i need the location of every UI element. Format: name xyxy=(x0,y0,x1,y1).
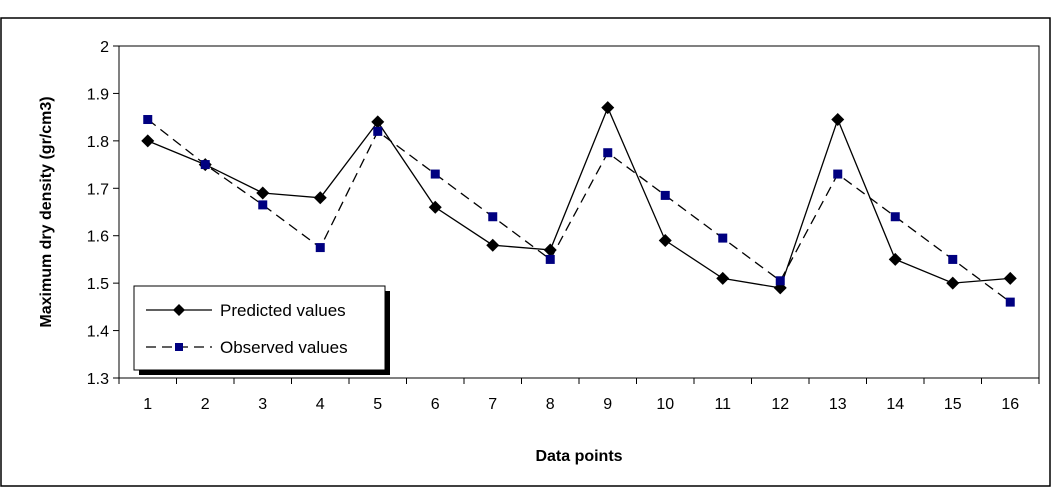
series-line-observed xyxy=(147,118,1011,303)
legend-predicted-label: Predicted values xyxy=(220,301,346,320)
observed-point xyxy=(775,276,785,286)
predicted-point xyxy=(256,186,270,200)
observed-point xyxy=(143,115,153,125)
x-tick-label: 9 xyxy=(603,396,612,413)
predicted-point xyxy=(831,113,845,127)
predicted-point xyxy=(371,115,385,129)
x-tick-label: 12 xyxy=(771,396,789,413)
x-tick-label: 2 xyxy=(201,396,210,413)
predicted-point xyxy=(1003,271,1017,285)
x-tick-label: 15 xyxy=(944,396,962,413)
observed-point xyxy=(948,254,958,264)
x-tick-label: 8 xyxy=(546,396,555,413)
observed-point xyxy=(718,233,728,243)
x-tick-label: 16 xyxy=(1001,396,1019,413)
series-line-predicted xyxy=(147,106,1011,289)
observed-point xyxy=(488,212,498,222)
observed-point xyxy=(833,169,843,179)
x-tick-label: 3 xyxy=(258,396,267,413)
legend-predicted-diamond-marker xyxy=(173,304,185,316)
x-tick-label: 11 xyxy=(714,396,731,413)
y-tick-label: 1.9 xyxy=(87,86,109,103)
y-axis: 1.3 1.4 1.5 1.6 1.7 1.8 1.9 2 xyxy=(87,39,119,388)
predicted-point xyxy=(601,101,615,115)
observed-point xyxy=(258,200,268,210)
predicted-point xyxy=(888,252,902,266)
predicted-point xyxy=(658,233,672,247)
y-tick-label: 2 xyxy=(100,39,109,56)
observed-point xyxy=(545,254,555,264)
predicted-point xyxy=(716,271,730,285)
x-tick-label: 5 xyxy=(373,396,382,413)
legend-observed-label: Observed values xyxy=(220,338,348,357)
legend-box xyxy=(133,285,386,371)
observed-point xyxy=(315,243,325,253)
x-tick-label: 4 xyxy=(316,396,325,413)
x-tick-label: 1 xyxy=(143,396,152,413)
observed-point xyxy=(200,160,210,170)
y-tick-label: 1.4 xyxy=(87,324,109,341)
y-axis-title: Maximum dry density (gr/cm3) xyxy=(38,96,55,327)
predicted-point xyxy=(486,238,500,252)
x-axis: 1 2 3 4 5 6 7 8 9 10 11 12 13 14 15 16 xyxy=(118,378,1040,413)
x-tick-label: 7 xyxy=(488,396,497,413)
observed-point xyxy=(890,212,900,222)
y-tick-label: 1.5 xyxy=(87,276,109,293)
y-tick-label: 1.3 xyxy=(87,371,109,388)
y-tick-label: 1.6 xyxy=(87,229,109,246)
observed-point xyxy=(603,148,613,158)
predicted-point xyxy=(543,243,557,257)
predicted-point xyxy=(141,134,155,148)
x-tick-label: 10 xyxy=(656,396,674,413)
series-layer xyxy=(141,101,1017,307)
predicted-point xyxy=(428,200,442,214)
observed-point xyxy=(373,126,383,136)
y-tick-label: 1.7 xyxy=(87,181,109,198)
x-tick-label: 14 xyxy=(886,396,904,413)
x-tick-label: 13 xyxy=(829,396,847,413)
predicted-point xyxy=(946,276,960,290)
legend: Predicted values Observed values xyxy=(133,285,390,375)
legend-observed-square-marker xyxy=(175,343,183,351)
x-axis-title: Data points xyxy=(535,448,622,465)
predicted-point xyxy=(313,191,327,205)
chart-border xyxy=(0,17,1051,487)
observed-point xyxy=(430,169,440,179)
y-tick-label: 1.8 xyxy=(87,134,109,151)
observed-point xyxy=(1005,297,1015,307)
x-tick-label: 6 xyxy=(431,396,440,413)
observed-point xyxy=(660,190,670,200)
